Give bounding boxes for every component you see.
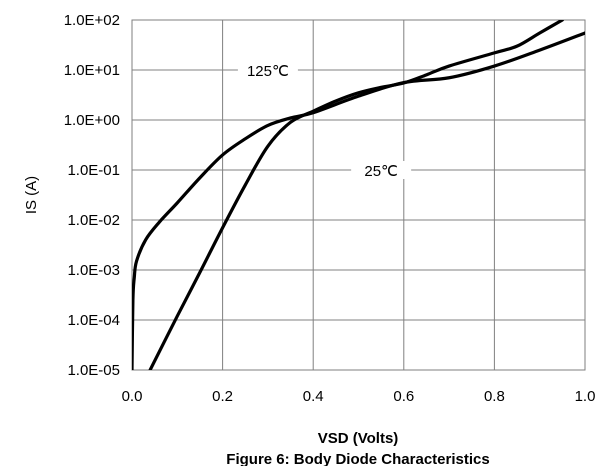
series-label-0: 125℃ [247,63,289,80]
y-axis-title: IS (A) [23,176,40,214]
y-tick-label: 1.0E-05 [67,362,120,379]
x-tick-label: 0.6 [393,388,414,405]
series-line-1 [148,20,564,370]
x-tick-labels: 0.0 0.2 0.4 0.6 0.8 1.0 [122,388,596,405]
x-tick-label: 0.2 [212,388,233,405]
x-tick-label: 0.0 [122,388,143,405]
y-tick-label: 1.0E+00 [64,112,120,129]
grid-lines [132,20,585,370]
x-tick-label: 0.4 [303,388,324,405]
series-lines [132,20,585,370]
series-label-bg [351,161,412,179]
y-tick-label: 1.0E-02 [67,212,120,229]
y-tick-label: 1.0E+02 [64,12,120,29]
y-tick-label: 1.0E+01 [64,62,120,79]
series-labels: 125℃ 25℃ [237,61,412,180]
plot-frame [131,19,586,371]
series-label-bg [237,61,298,79]
x-tick-label: 0.8 [484,388,505,405]
chart-title: Figure 6: Body Diode Characteristics [226,451,489,466]
x-axis-title: VSD (Volts) [318,430,399,447]
y-tick-label: 1.0E-04 [67,312,120,329]
x-tick-label: 1.0 [575,388,596,405]
y-tick-label: 1.0E-01 [67,162,120,179]
y-tick-label: 1.0E-03 [67,262,120,279]
y-tick-labels: 1.0E-05 1.0E-04 1.0E-03 1.0E-02 1.0E-01 1.0E+… [64,12,120,379]
series-label-1: 25℃ [364,163,398,180]
series-line-0 [132,31,585,370]
